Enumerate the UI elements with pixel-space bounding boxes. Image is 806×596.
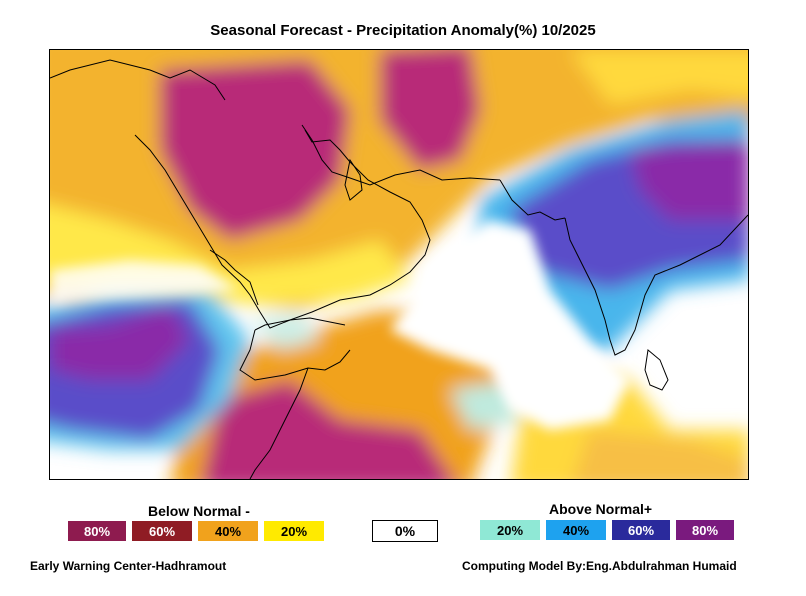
- precipitation-anomaly-map: [49, 49, 749, 480]
- legend-above-20-label: 20%: [496, 522, 524, 538]
- legend-neutral: 0%: [372, 520, 438, 542]
- legend-below-60-label: 60%: [148, 523, 176, 539]
- legend-neutral-label: 0%: [394, 523, 416, 539]
- dry-core-iran: [380, 50, 480, 170]
- below-normal-heading: Below Normal -: [148, 503, 250, 519]
- wet-core-india: [630, 140, 748, 220]
- legend-above-60: 60%: [612, 520, 670, 540]
- legend-below-80: 80%: [68, 521, 126, 541]
- footer-organization: Early Warning Center-Hadhramout: [30, 559, 227, 573]
- wet-core-africa: [50, 305, 190, 380]
- neutral-zone-africa: [50, 260, 240, 305]
- dry-core-south: [202, 380, 453, 479]
- legend-below-40-label: 40%: [214, 523, 242, 539]
- legend-above-80: 80%: [676, 520, 734, 540]
- neutral-zone-sea: [390, 220, 630, 430]
- coastlines: [50, 59, 748, 479]
- above-normal-heading: Above Normal+: [549, 501, 653, 517]
- legend-above-80-label: 80%: [691, 522, 719, 538]
- map-title: Seasonal Forecast - Precipitation Anomal…: [210, 22, 596, 39]
- legend-below-20-label: 20%: [280, 523, 308, 539]
- dry-core-arabia: [160, 60, 350, 240]
- legend-above-20: 20%: [480, 520, 540, 540]
- anomaly-field: [50, 50, 748, 479]
- footer-model-credit: Computing Model By:Eng.Abdulrahman Humai…: [462, 559, 737, 573]
- legend-above-40: 40%: [546, 520, 606, 540]
- legend-below-80-label: 80%: [83, 523, 111, 539]
- legend-below-20: 20%: [264, 521, 324, 541]
- legend-above-40-label: 40%: [562, 522, 590, 538]
- legend-below-60: 60%: [132, 521, 192, 541]
- legend-below-40: 40%: [198, 521, 258, 541]
- legend-above-60-label: 60%: [627, 522, 655, 538]
